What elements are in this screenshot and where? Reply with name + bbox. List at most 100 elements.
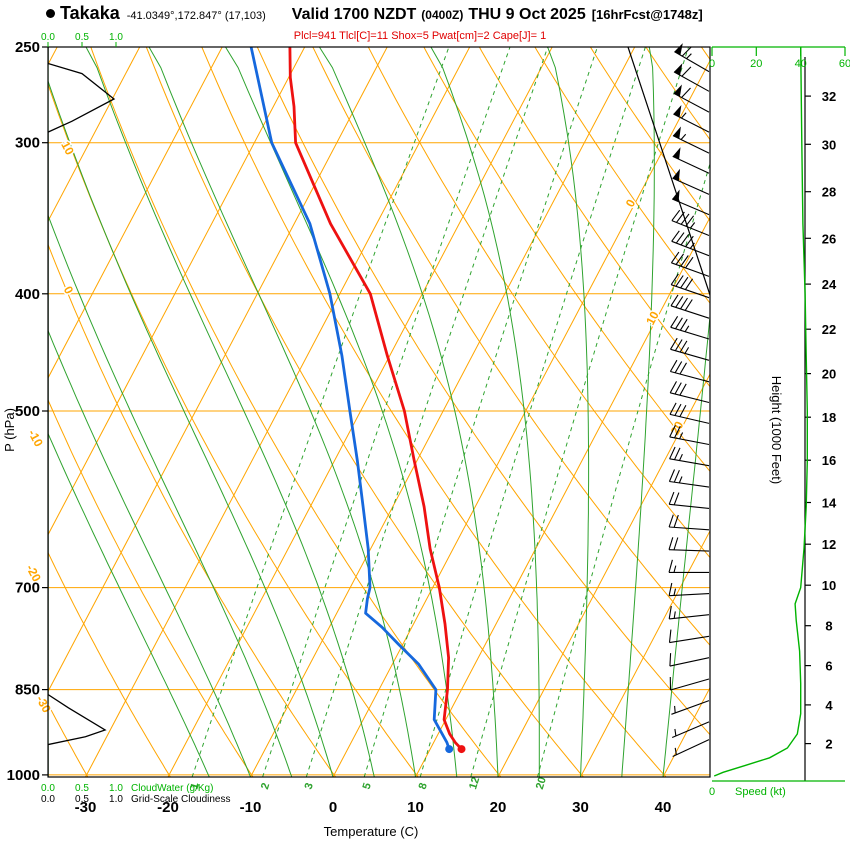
mixing-ratio-label: 20 [534,776,549,791]
station-coords: -41.0349°,172.847° (17,103) [126,10,266,22]
height-tick-label: 26 [822,231,836,246]
cloudwater-scale-top-label: 0.5 [75,32,89,43]
moist-adiabat-line [547,47,590,777]
dry-adiabat-label: -10 [25,427,46,449]
moist-adiabat-line [48,432,210,777]
isotherm-line [48,47,141,223]
dry-adiabat-line [48,82,419,777]
temp-tick-label: 0 [329,799,337,816]
speed-axis-title: Speed (kt) [735,786,786,798]
temp-tick-label: -10 [240,799,262,816]
moist-adiabat-line [48,79,334,777]
isotherm-line [580,529,710,777]
speed-zero-label: 0 [709,786,715,798]
pressure-tick-label: 400 [15,286,40,303]
mixing-ratio-line [262,47,511,777]
upper-right-boundary-line [627,46,711,296]
cloudiness-profile [48,47,116,777]
dry-adiabat-line [534,47,710,304]
station-name: Takaka [60,3,120,23]
mixing-ratio-line [470,47,689,777]
gridscale-axis-label: Grid-Scale Cloudiness [131,794,231,805]
valid-time: Valid 1700 NZDT [291,6,417,23]
wind-barb [668,537,710,552]
wind-barb [668,629,710,644]
station-bullet-icon [46,9,55,18]
height-tick-label: 6 [825,659,832,674]
mixing-ratio-label: 12 [467,776,482,791]
gridscale-scale-label: 0.0 [41,794,55,805]
moist-adiabat-line [148,47,416,777]
mixing-ratio-label: 5 [361,782,374,791]
cloudwater-scale-top-label: 0.0 [41,32,55,43]
pressure-axis-title: P (hPa) [2,408,17,452]
chart-header: Takaka -41.0349°,172.847° (17,103) Valid… [46,3,703,24]
wind-barb [668,491,710,509]
height-tick-label: 28 [822,185,836,200]
height-tick-label: 32 [822,89,836,104]
wind-barb [668,582,710,597]
speed-tick-label: 20 [750,58,762,70]
wind-barb [671,721,710,739]
mixing-ratio-line [537,161,710,777]
pressure-tick-label: 250 [15,39,40,56]
gridscale-scale-label: 1.0 [109,794,123,805]
cloudwater-axis-label: CloudWater (g/Kg) [131,783,213,794]
plot-area [48,47,710,777]
wind-barb [671,189,710,216]
dry-adiabat-line [256,47,710,736]
valid-utc: (0400Z) [421,8,464,22]
wind-speed-curve [713,46,808,777]
wind-barb [668,559,709,573]
mixing-ratio-label: 2 [259,782,272,791]
wind-barb [672,168,710,195]
cloudwater-scale-bottom-label: 1.0 [109,783,123,794]
mixing-ratio-line [305,47,549,777]
dry-adiabat-line [367,47,710,559]
forecast-info: [16hrFcst@1748z] [591,7,703,22]
plot-border [47,46,711,778]
height-axis-title: Height (1000 Feet) [769,376,784,484]
dry-adiabat-line [589,47,710,222]
pressure-tick-label: 850 [15,682,40,699]
dry-adiabat-line [48,243,337,777]
wind-barb [671,230,710,257]
dry-adiabat-line [90,47,502,777]
cloudwater-scale-bottom-label: 0.0 [41,783,55,794]
wind-barb [669,424,710,446]
moist-adiabat-line [621,47,655,777]
height-tick-label: 4 [825,698,833,713]
wind-barb [669,359,710,383]
dry-adiabat-line [48,551,171,777]
dry-adiabat-line [48,398,254,777]
moist-adiabat-line [318,47,499,777]
moist-adiabat-line [430,47,540,777]
isotherm-line [332,59,710,777]
wind-barb [669,653,710,667]
pressure-tick-label: 1000 [7,767,40,784]
surface-dewpoint-marker [445,745,454,754]
dry-adiabat-line [312,47,710,646]
wind-barb [668,605,710,620]
dewpoint-curve [249,47,451,751]
cloudwater-scale-top-label: 1.0 [109,32,123,43]
generated-chart-layers: 1 2 3 5 8 12 2001020-30-20-1001025030040050070… [7,32,850,816]
height-tick-label: 20 [822,367,836,382]
wind-barb [670,337,710,361]
height-tick-label: 18 [822,410,836,425]
isotherm-label: 10 [643,309,662,328]
pressure-tick-label: 300 [15,135,40,152]
mixing-ratio-label: 1 [188,782,201,791]
wind-barb [670,294,710,319]
dry-adiabat-line [48,702,89,777]
temp-tick-label: 20 [490,799,507,816]
moist-adiabat-line [662,311,710,777]
height-tick-label: 2 [825,737,832,752]
temp-tick-label: -30 [75,799,97,816]
wind-barbs [668,43,710,757]
wind-barb [674,43,710,73]
wind-barb [673,63,710,92]
isotherm-line [497,373,710,777]
